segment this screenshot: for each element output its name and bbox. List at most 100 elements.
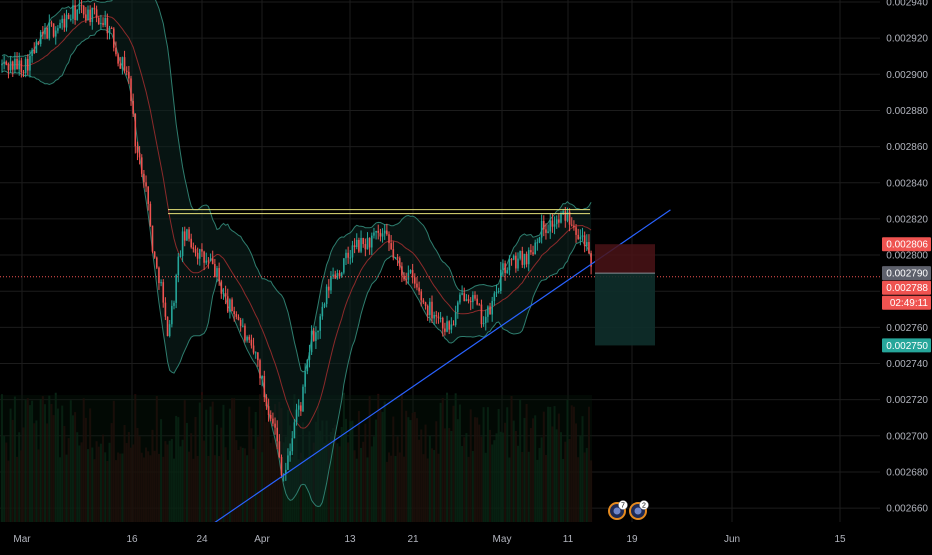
- candle-body: [347, 252, 349, 258]
- candle-body: [467, 299, 470, 301]
- volume-bar: [78, 445, 81, 522]
- volume-bar: [332, 428, 335, 522]
- candle-body: [515, 255, 517, 269]
- candle-body: [300, 405, 302, 412]
- candle-body: [248, 336, 251, 340]
- volume-bar: [179, 446, 182, 522]
- stop-loss-zone[interactable]: [595, 244, 655, 274]
- volume-bar: [168, 440, 171, 522]
- volume-bar: [454, 393, 457, 522]
- candle-body: [422, 300, 425, 303]
- y-tick-label: 0.002920: [886, 34, 928, 45]
- volume-bar: [151, 429, 154, 522]
- candle-body: [336, 273, 339, 279]
- volume-bar: [422, 454, 425, 522]
- volume-bar: [542, 411, 545, 522]
- candle-body: [70, 18, 72, 20]
- x-tick-label: Apr: [254, 534, 270, 545]
- candle-body: [265, 397, 268, 407]
- y-tick-label: 0.002680: [886, 467, 928, 478]
- candle-body: [20, 60, 23, 73]
- candle-body: [194, 249, 197, 253]
- volume-bar: [153, 450, 156, 522]
- event-badge[interactable]: 7: [608, 500, 628, 520]
- volume-bar: [56, 408, 59, 522]
- y-tick-label: 0.002840: [886, 178, 928, 189]
- candle-body: [267, 406, 270, 416]
- volume-bar: [216, 424, 218, 522]
- candle-body: [102, 22, 104, 25]
- volume-bar: [261, 452, 264, 522]
- trend-line[interactable]: [209, 209, 671, 527]
- candle-body: [181, 231, 184, 257]
- stop-level-label: 0.002788: [886, 283, 928, 294]
- volume-bar: [123, 425, 126, 522]
- candle-body: [472, 295, 474, 303]
- candle-body: [398, 258, 401, 267]
- volume-bar: [465, 433, 468, 522]
- candle-body: [407, 272, 410, 280]
- event-count: 7: [621, 503, 625, 510]
- candle-body: [199, 249, 201, 259]
- volume-bar: [587, 406, 590, 522]
- candle-body: [87, 9, 89, 21]
- volume-bar: [185, 422, 188, 522]
- candle-body: [484, 316, 487, 324]
- volume-bar: [13, 396, 16, 522]
- candle-body: [332, 274, 334, 277]
- candle-body: [403, 275, 405, 280]
- candle-body: [80, 5, 83, 7]
- volume-bar: [560, 432, 562, 522]
- volume-bar: [566, 399, 569, 522]
- x-tick-label: 13: [344, 534, 356, 545]
- x-tick-label: May: [493, 534, 512, 545]
- candle-body: [108, 27, 111, 34]
- volume-bar: [162, 456, 165, 522]
- x-tick-label: Mar: [13, 534, 31, 545]
- volume-bar: [24, 400, 27, 522]
- candle-body: [117, 54, 119, 64]
- candle-body: [229, 299, 231, 312]
- volume-bar: [145, 447, 148, 522]
- candle-body: [532, 252, 534, 255]
- volume-bar: [491, 444, 494, 522]
- candle-body: [489, 306, 491, 315]
- candle-body: [388, 234, 390, 244]
- volume-bar: [555, 429, 558, 522]
- candle-body: [143, 173, 145, 183]
- volume-bar: [557, 413, 560, 522]
- volume-bar: [106, 460, 109, 522]
- volume-bar: [209, 406, 212, 522]
- volume-bar: [525, 403, 528, 522]
- candle-body: [175, 275, 177, 303]
- volume-bar: [441, 398, 444, 522]
- volume-bar: [48, 395, 51, 522]
- time-axis-panel[interactable]: [0, 522, 932, 550]
- candle-body: [93, 7, 96, 10]
- volume-bar: [102, 434, 105, 522]
- candle-body: [95, 9, 98, 18]
- volume-bar: [142, 457, 145, 522]
- volume-bar: [211, 401, 214, 522]
- candle-body: [396, 257, 399, 259]
- take-profit-zone[interactable]: [595, 273, 655, 346]
- volume-bar: [112, 400, 115, 522]
- volume-bar: [252, 448, 255, 522]
- event-badge[interactable]: 2: [629, 500, 649, 520]
- candle-body: [560, 213, 562, 223]
- candle-body: [510, 259, 513, 261]
- candle-body: [525, 253, 528, 265]
- volume-bar: [9, 408, 12, 522]
- volume-bar: [392, 416, 395, 522]
- candle-body: [113, 28, 115, 48]
- candle-body: [27, 58, 29, 71]
- volume-bar: [67, 438, 70, 522]
- candle-body: [497, 291, 500, 293]
- candle-body: [97, 17, 100, 25]
- volume-bar: [420, 429, 423, 522]
- candle-body: [147, 186, 149, 204]
- volume-bar: [372, 436, 375, 522]
